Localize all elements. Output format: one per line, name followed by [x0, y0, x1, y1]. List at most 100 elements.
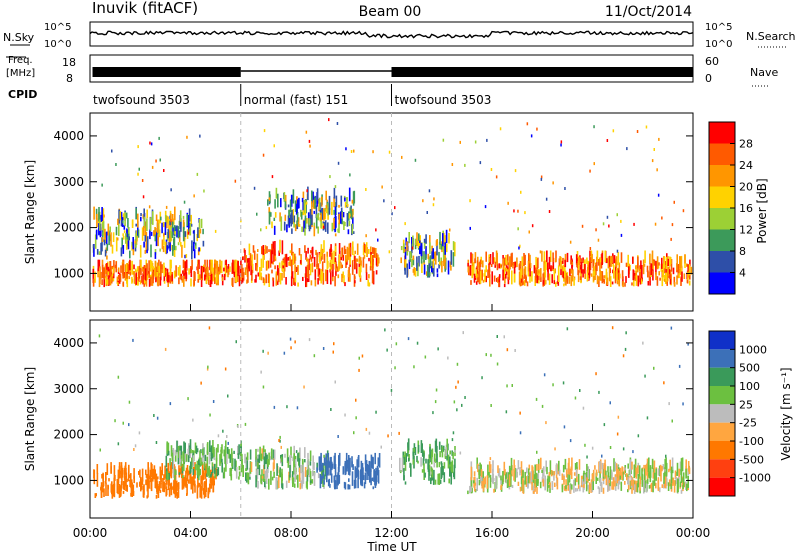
data-cell: [188, 223, 190, 234]
data-cell: [404, 456, 407, 471]
data-cell: [582, 269, 584, 278]
data-cell: [117, 274, 120, 280]
data-cell: [558, 469, 561, 476]
data-cell: [459, 140, 461, 144]
data-cell: [97, 268, 99, 278]
data-cell: [438, 251, 440, 262]
data-cell: [593, 266, 596, 276]
data-cell: [202, 228, 204, 235]
data-cell: [304, 467, 307, 477]
data-cell: [144, 235, 147, 242]
data-cell: [394, 366, 396, 370]
data-cell: [117, 442, 120, 446]
data-cell: [527, 475, 530, 485]
data-cell: [117, 267, 120, 272]
data-cell: [432, 203, 435, 207]
data-cell: [206, 367, 209, 371]
data-cell: [568, 276, 571, 284]
data-cell: [410, 463, 412, 477]
data-cell: [540, 175, 543, 179]
data-cell: [316, 214, 318, 218]
data-cell: [388, 250, 391, 254]
data-cell: [182, 259, 185, 269]
data-cell: [507, 479, 510, 487]
data-cell: [344, 482, 347, 490]
data-cell: [519, 467, 521, 476]
data-cell: [613, 255, 616, 264]
data-cell: [351, 461, 353, 467]
data-cell: [673, 276, 676, 285]
data-cell: [129, 259, 131, 271]
data-cell: [347, 459, 350, 472]
data-cell: [440, 461, 443, 465]
data-cell: [565, 469, 568, 478]
data-cell: [353, 431, 355, 435]
data-cell: [635, 271, 637, 278]
x-tick-label: 04:00: [173, 526, 208, 540]
data-cell: [673, 200, 675, 204]
data-cell: [313, 354, 316, 358]
data-cell: [533, 265, 536, 274]
data-cell: [157, 235, 159, 247]
data-cell: [204, 273, 207, 280]
data-cell: [683, 482, 686, 488]
data-cell: [182, 476, 185, 489]
data-cell: [161, 463, 163, 476]
power-colorbar-swatch: [709, 186, 735, 208]
data-cell: [649, 253, 651, 265]
data-cell: [170, 462, 173, 474]
data-cell: [291, 209, 293, 220]
data-cell: [274, 241, 276, 256]
data-cell: [217, 434, 220, 438]
data-cell: [214, 463, 216, 474]
data-cell: [125, 472, 128, 481]
data-cell: [196, 172, 199, 176]
data-cell: [452, 252, 455, 267]
data-cell: [256, 253, 259, 268]
data-cell: [645, 125, 648, 129]
data-cell: [369, 473, 371, 483]
data-cell: [633, 464, 636, 479]
data-cell: [269, 258, 272, 268]
data-cell: [665, 471, 668, 485]
power-colorbar-swatch: [709, 143, 735, 165]
data-cell: [344, 460, 347, 476]
data-cell: [660, 471, 662, 482]
data-cell: [596, 256, 598, 272]
data-cell: [362, 475, 365, 481]
data-cell: [101, 207, 103, 221]
data-cell: [535, 472, 538, 486]
data-cell: [103, 274, 105, 288]
data-cell: [511, 252, 513, 266]
data-cell: [118, 484, 121, 498]
data-cell: [312, 470, 314, 477]
data-cell: [179, 210, 182, 222]
data-cell: [133, 274, 136, 284]
data-cell: [457, 380, 459, 384]
data-cell: [655, 468, 657, 481]
data-cell: [649, 265, 651, 277]
power-colorbar-tick-label: 4: [739, 267, 746, 280]
data-cell: [184, 231, 187, 237]
data-cell: [293, 215, 296, 223]
data-cell: [199, 228, 202, 234]
data-cell: [137, 280, 139, 286]
data-cell: [607, 466, 609, 473]
data-cell: [279, 239, 281, 253]
data-cell: [413, 447, 415, 453]
data-cell: [98, 223, 100, 235]
data-cell: [206, 443, 209, 456]
data-cell: [273, 471, 275, 478]
data-cell: [173, 485, 175, 493]
data-cell: [395, 342, 398, 346]
data-cell: [307, 247, 309, 254]
data-cell: [686, 263, 688, 267]
data-cell: [452, 241, 455, 251]
data-cell: [207, 488, 210, 495]
data-cell: [213, 263, 216, 275]
data-cell: [599, 257, 601, 272]
data-cell: [364, 472, 367, 485]
data-cell: [188, 268, 190, 275]
data-cell: [600, 271, 602, 281]
data-cell: [177, 242, 180, 246]
